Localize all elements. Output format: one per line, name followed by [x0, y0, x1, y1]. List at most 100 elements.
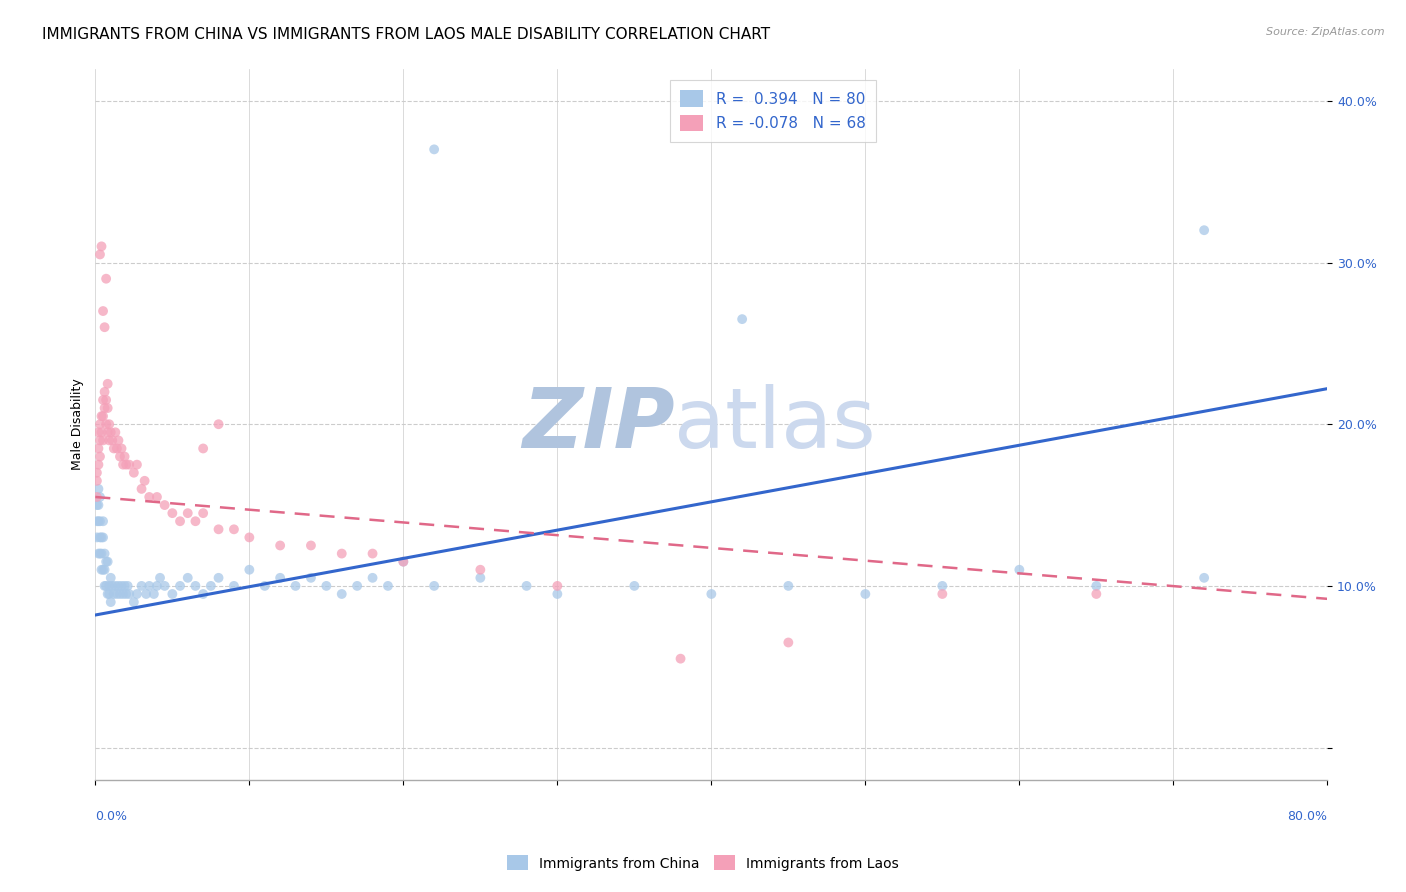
Point	[107, 434, 129, 448]
Point	[269, 539, 291, 553]
Point	[97, 587, 120, 601]
Point	[1085, 579, 1108, 593]
Point	[91, 563, 114, 577]
Point	[91, 392, 114, 407]
Text: atlas: atlas	[675, 384, 876, 465]
Point	[110, 442, 132, 456]
Point	[200, 579, 222, 593]
Legend: Immigrants from China, Immigrants from Laos: Immigrants from China, Immigrants from L…	[502, 850, 904, 876]
Point	[162, 587, 184, 601]
Point	[700, 587, 723, 601]
Point	[138, 579, 160, 593]
Point	[114, 450, 136, 464]
Point	[117, 579, 139, 593]
Point	[110, 579, 132, 593]
Point	[122, 466, 145, 480]
Point	[125, 458, 148, 472]
Point	[86, 498, 108, 512]
Point	[108, 587, 131, 601]
Point	[86, 490, 108, 504]
Point	[90, 425, 112, 440]
Text: 80.0%: 80.0%	[1288, 811, 1327, 823]
Point	[207, 417, 229, 432]
Point	[94, 417, 117, 432]
Point	[97, 376, 120, 391]
Point	[112, 587, 135, 601]
Point	[103, 587, 125, 601]
Point	[90, 547, 112, 561]
Point	[104, 579, 127, 593]
Point	[115, 458, 138, 472]
Point	[97, 555, 120, 569]
Point	[135, 587, 157, 601]
Point	[87, 425, 110, 440]
Point	[470, 563, 492, 577]
Point	[101, 579, 124, 593]
Point	[177, 571, 200, 585]
Point	[299, 571, 322, 585]
Y-axis label: Male Disability: Male Disability	[72, 378, 84, 470]
Point	[94, 579, 117, 593]
Point	[107, 579, 129, 593]
Point	[93, 384, 115, 399]
Point	[392, 555, 415, 569]
Point	[1085, 587, 1108, 601]
Point	[222, 579, 245, 593]
Point	[169, 579, 191, 593]
Point	[330, 587, 353, 601]
Point	[177, 506, 200, 520]
Point	[90, 563, 112, 577]
Point	[89, 514, 111, 528]
Point	[108, 450, 131, 464]
Point	[118, 458, 141, 472]
Point	[778, 579, 800, 593]
Text: IMMIGRANTS FROM CHINA VS IMMIGRANTS FROM LAOS MALE DISABILITY CORRELATION CHART: IMMIGRANTS FROM CHINA VS IMMIGRANTS FROM…	[42, 27, 770, 42]
Point	[238, 530, 260, 544]
Point	[184, 579, 207, 593]
Point	[115, 587, 138, 601]
Point	[112, 458, 135, 472]
Point	[104, 425, 127, 440]
Point	[238, 563, 260, 577]
Point	[89, 450, 111, 464]
Point	[97, 401, 120, 415]
Point	[931, 587, 953, 601]
Point	[142, 587, 165, 601]
Point	[90, 530, 112, 544]
Point	[377, 579, 399, 593]
Point	[86, 530, 108, 544]
Point	[1192, 223, 1215, 237]
Point	[623, 579, 645, 593]
Point	[91, 409, 114, 424]
Point	[89, 547, 111, 561]
Point	[105, 587, 128, 601]
Point	[207, 571, 229, 585]
Point	[91, 304, 114, 318]
Point	[131, 482, 153, 496]
Point	[931, 579, 953, 593]
Point	[93, 320, 115, 334]
Point	[91, 514, 114, 528]
Point	[253, 579, 276, 593]
Point	[91, 530, 114, 544]
Point	[118, 587, 141, 601]
Point	[546, 587, 568, 601]
Point	[98, 579, 121, 593]
Point	[125, 587, 148, 601]
Point	[103, 442, 125, 456]
Point	[546, 579, 568, 593]
Point	[98, 434, 121, 448]
Point	[1008, 563, 1031, 577]
Point	[86, 514, 108, 528]
Point	[93, 401, 115, 415]
Point	[134, 474, 156, 488]
Point	[87, 498, 110, 512]
Point	[93, 547, 115, 561]
Point	[361, 547, 384, 561]
Point	[89, 434, 111, 448]
Point	[100, 595, 122, 609]
Point	[98, 587, 121, 601]
Point	[191, 506, 214, 520]
Point	[101, 434, 124, 448]
Point	[114, 579, 136, 593]
